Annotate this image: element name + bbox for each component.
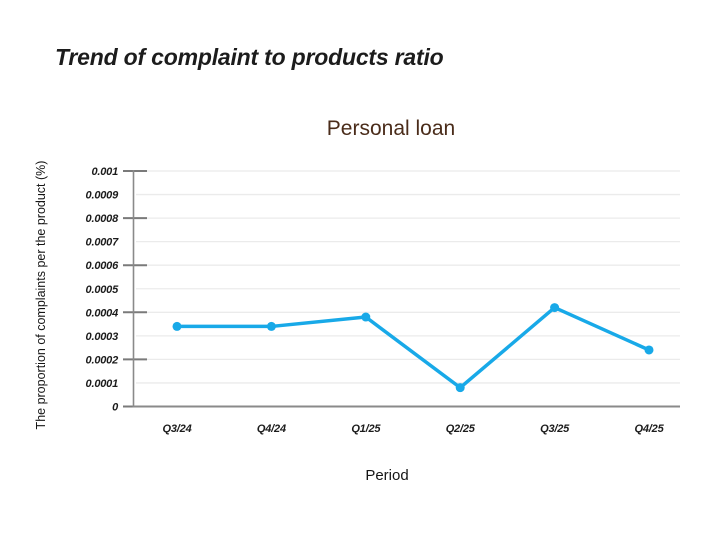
y-tick-label: 0.0005: [86, 284, 120, 296]
x-tick-label: Q3/25: [540, 423, 570, 435]
y-tick-label: 0.0006: [86, 260, 120, 272]
x-tick-label: Q3/24: [163, 423, 192, 435]
y-tick-label: 0.001: [91, 166, 118, 178]
y-tick-label: 0.0004: [86, 307, 119, 319]
data-point: [455, 383, 465, 393]
y-tick-label: 0.0008: [86, 213, 120, 225]
y-tick-label: 0: [112, 402, 119, 414]
y-tick-label: 0.0002: [86, 354, 119, 366]
data-point: [361, 312, 371, 322]
x-tick-label: Q4/25: [635, 423, 665, 435]
x-tick-label: Q1/25: [351, 423, 381, 435]
trend-line: [175, 305, 651, 390]
data-point: [172, 321, 182, 331]
data-point: [644, 345, 654, 355]
data-point: [266, 321, 276, 331]
data-point: [550, 303, 560, 313]
page-title: Trend of complaint to products ratio: [55, 44, 444, 70]
x-axis-label: Period: [365, 467, 409, 484]
x-tick-label: Q2/25: [446, 423, 476, 435]
y-tick-label: 0.0003: [86, 331, 119, 343]
y-tick-label: 0.0009: [86, 190, 120, 202]
y-tick-label: 0.0007: [86, 237, 120, 249]
x-tick-label: Q4/24: [257, 423, 286, 435]
y-tick-label: 0.0001: [86, 378, 119, 390]
chart-title: Personal loan: [326, 117, 456, 140]
